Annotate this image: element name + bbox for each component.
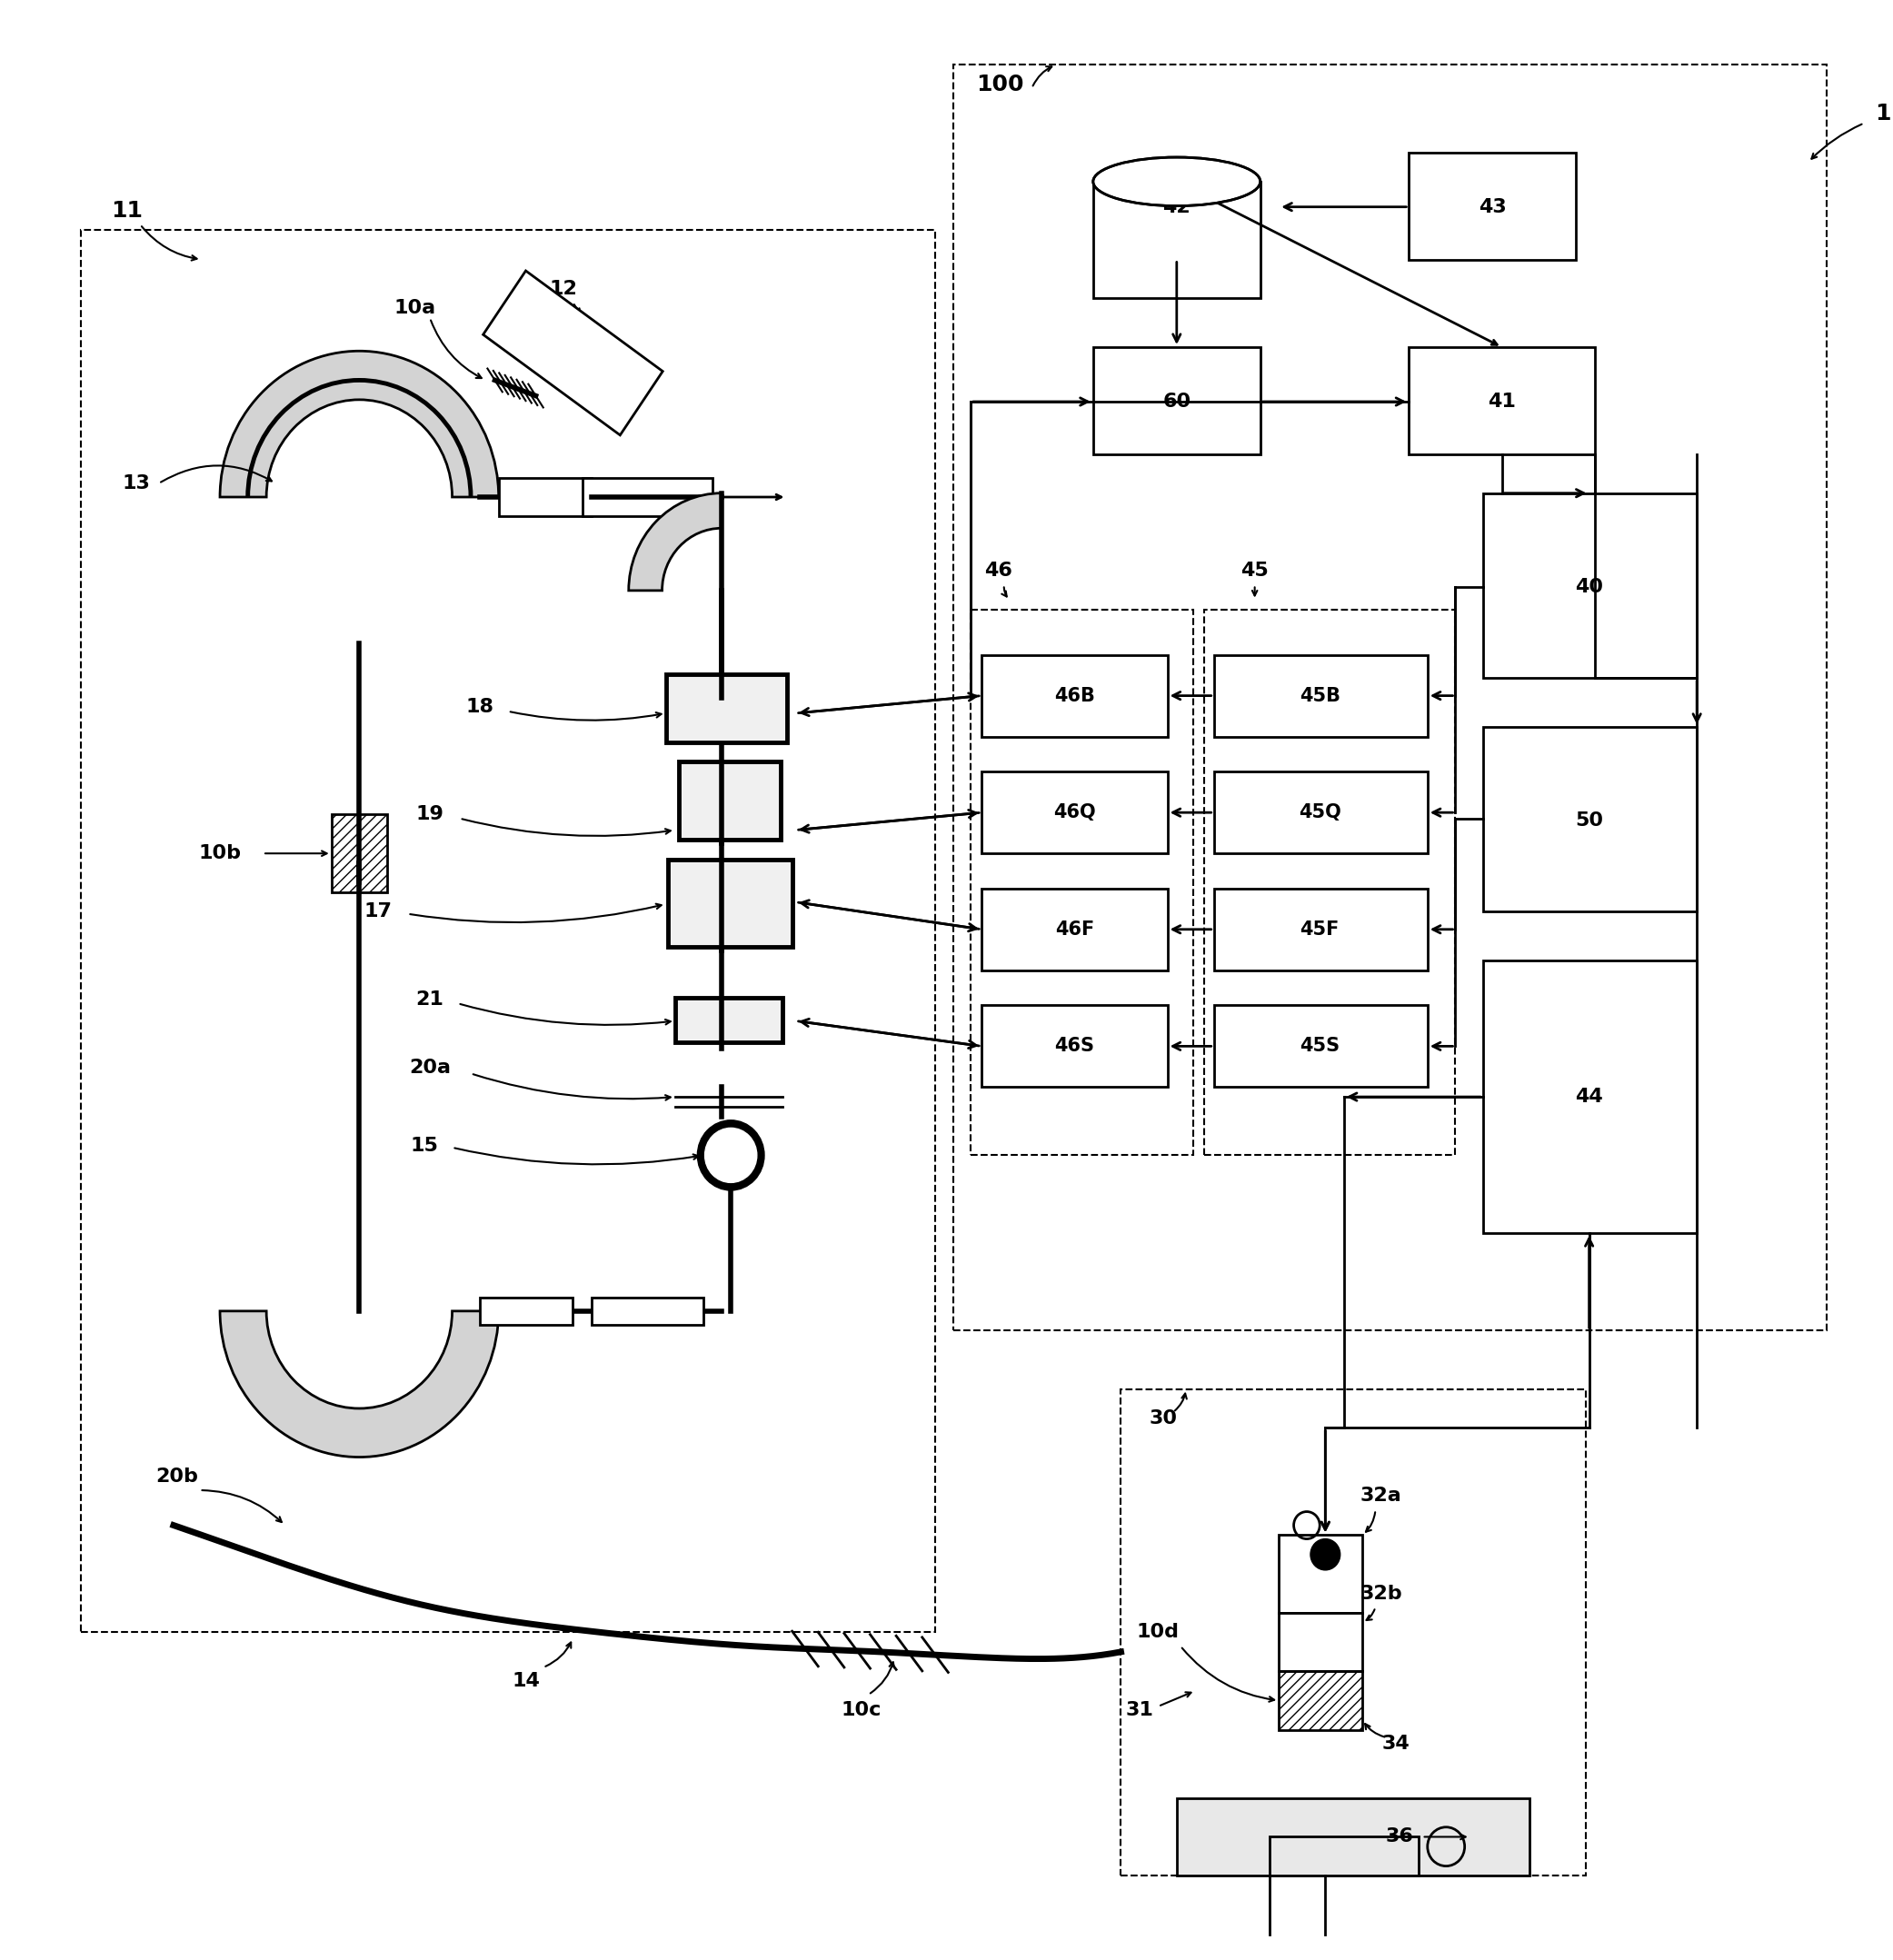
Bar <box>1408 153 1577 259</box>
Text: 45S: 45S <box>1300 1037 1340 1054</box>
Text: 17: 17 <box>363 904 392 921</box>
Bar <box>1280 1613 1363 1672</box>
Bar <box>668 858 791 947</box>
Text: 40: 40 <box>1575 578 1603 596</box>
Wedge shape <box>220 351 498 498</box>
Text: 31: 31 <box>1126 1701 1153 1719</box>
Bar <box>693 684 759 733</box>
Text: 12: 12 <box>549 280 577 298</box>
Circle shape <box>1310 1539 1340 1570</box>
Bar <box>1484 960 1696 1233</box>
Bar <box>1280 1535 1363 1613</box>
Bar <box>982 772 1168 853</box>
Bar <box>1213 655 1427 737</box>
Bar <box>1280 1672 1363 1731</box>
Bar <box>982 888 1168 970</box>
Text: 44: 44 <box>1575 1088 1603 1105</box>
Text: 21: 21 <box>416 990 445 1009</box>
Bar <box>1213 888 1427 970</box>
Text: 45F: 45F <box>1300 921 1340 939</box>
Text: 46S: 46S <box>1054 1037 1094 1054</box>
Text: 20b: 20b <box>155 1468 199 1486</box>
Text: 46Q: 46Q <box>1053 804 1096 821</box>
Wedge shape <box>628 494 721 590</box>
Text: 50: 50 <box>1575 811 1603 829</box>
Text: 15: 15 <box>411 1137 439 1154</box>
Bar <box>982 1005 1168 1088</box>
Bar <box>1270 1837 1418 1876</box>
Bar <box>666 674 787 743</box>
Bar <box>1121 1390 1586 1876</box>
Text: 46B: 46B <box>1054 686 1094 706</box>
Text: 60: 60 <box>1162 392 1191 412</box>
Ellipse shape <box>1092 157 1261 206</box>
Text: 11: 11 <box>112 200 144 221</box>
Text: 43: 43 <box>1478 198 1507 216</box>
Text: 19: 19 <box>416 806 445 823</box>
Bar <box>1213 1005 1427 1088</box>
Text: 42: 42 <box>1162 198 1191 216</box>
Text: 10a: 10a <box>394 300 435 318</box>
Text: 46: 46 <box>984 563 1013 580</box>
Text: 10c: 10c <box>840 1701 880 1719</box>
Text: 41: 41 <box>1488 392 1516 412</box>
Wedge shape <box>220 1311 498 1456</box>
Bar <box>481 1298 574 1325</box>
Bar <box>676 998 784 1043</box>
Text: 32b: 32b <box>1359 1584 1403 1603</box>
Text: 45Q: 45Q <box>1299 804 1340 821</box>
Bar <box>1204 610 1456 1154</box>
Text: 20a: 20a <box>409 1058 451 1076</box>
Bar <box>982 655 1168 737</box>
Bar <box>1213 772 1427 853</box>
Bar <box>81 229 935 1633</box>
Text: 10b: 10b <box>199 845 240 862</box>
Text: 10d: 10d <box>1138 1623 1179 1641</box>
Text: 14: 14 <box>513 1672 541 1690</box>
Bar <box>483 270 663 435</box>
Bar <box>1092 347 1261 455</box>
Text: 46F: 46F <box>1054 921 1094 939</box>
Bar <box>498 478 591 517</box>
Bar <box>1484 727 1696 911</box>
Bar <box>331 815 388 892</box>
Bar <box>1177 1797 1530 1876</box>
Bar <box>680 762 782 839</box>
Circle shape <box>697 1121 765 1190</box>
Text: 45B: 45B <box>1299 686 1340 706</box>
Text: 13: 13 <box>123 474 150 492</box>
Bar <box>954 65 1827 1331</box>
Text: 36: 36 <box>1386 1829 1414 1846</box>
Bar <box>591 1298 702 1325</box>
Text: 100: 100 <box>977 73 1024 96</box>
Text: 1: 1 <box>1874 102 1891 123</box>
Bar <box>1408 347 1594 455</box>
Text: 34: 34 <box>1382 1735 1410 1752</box>
Bar <box>583 478 712 517</box>
Text: 32a: 32a <box>1361 1488 1403 1505</box>
Text: 18: 18 <box>466 698 494 717</box>
Bar <box>971 610 1193 1154</box>
Bar <box>1092 182 1261 298</box>
Text: 30: 30 <box>1149 1409 1177 1427</box>
Bar <box>1484 494 1696 678</box>
Circle shape <box>704 1129 757 1182</box>
Text: 45: 45 <box>1240 563 1268 580</box>
